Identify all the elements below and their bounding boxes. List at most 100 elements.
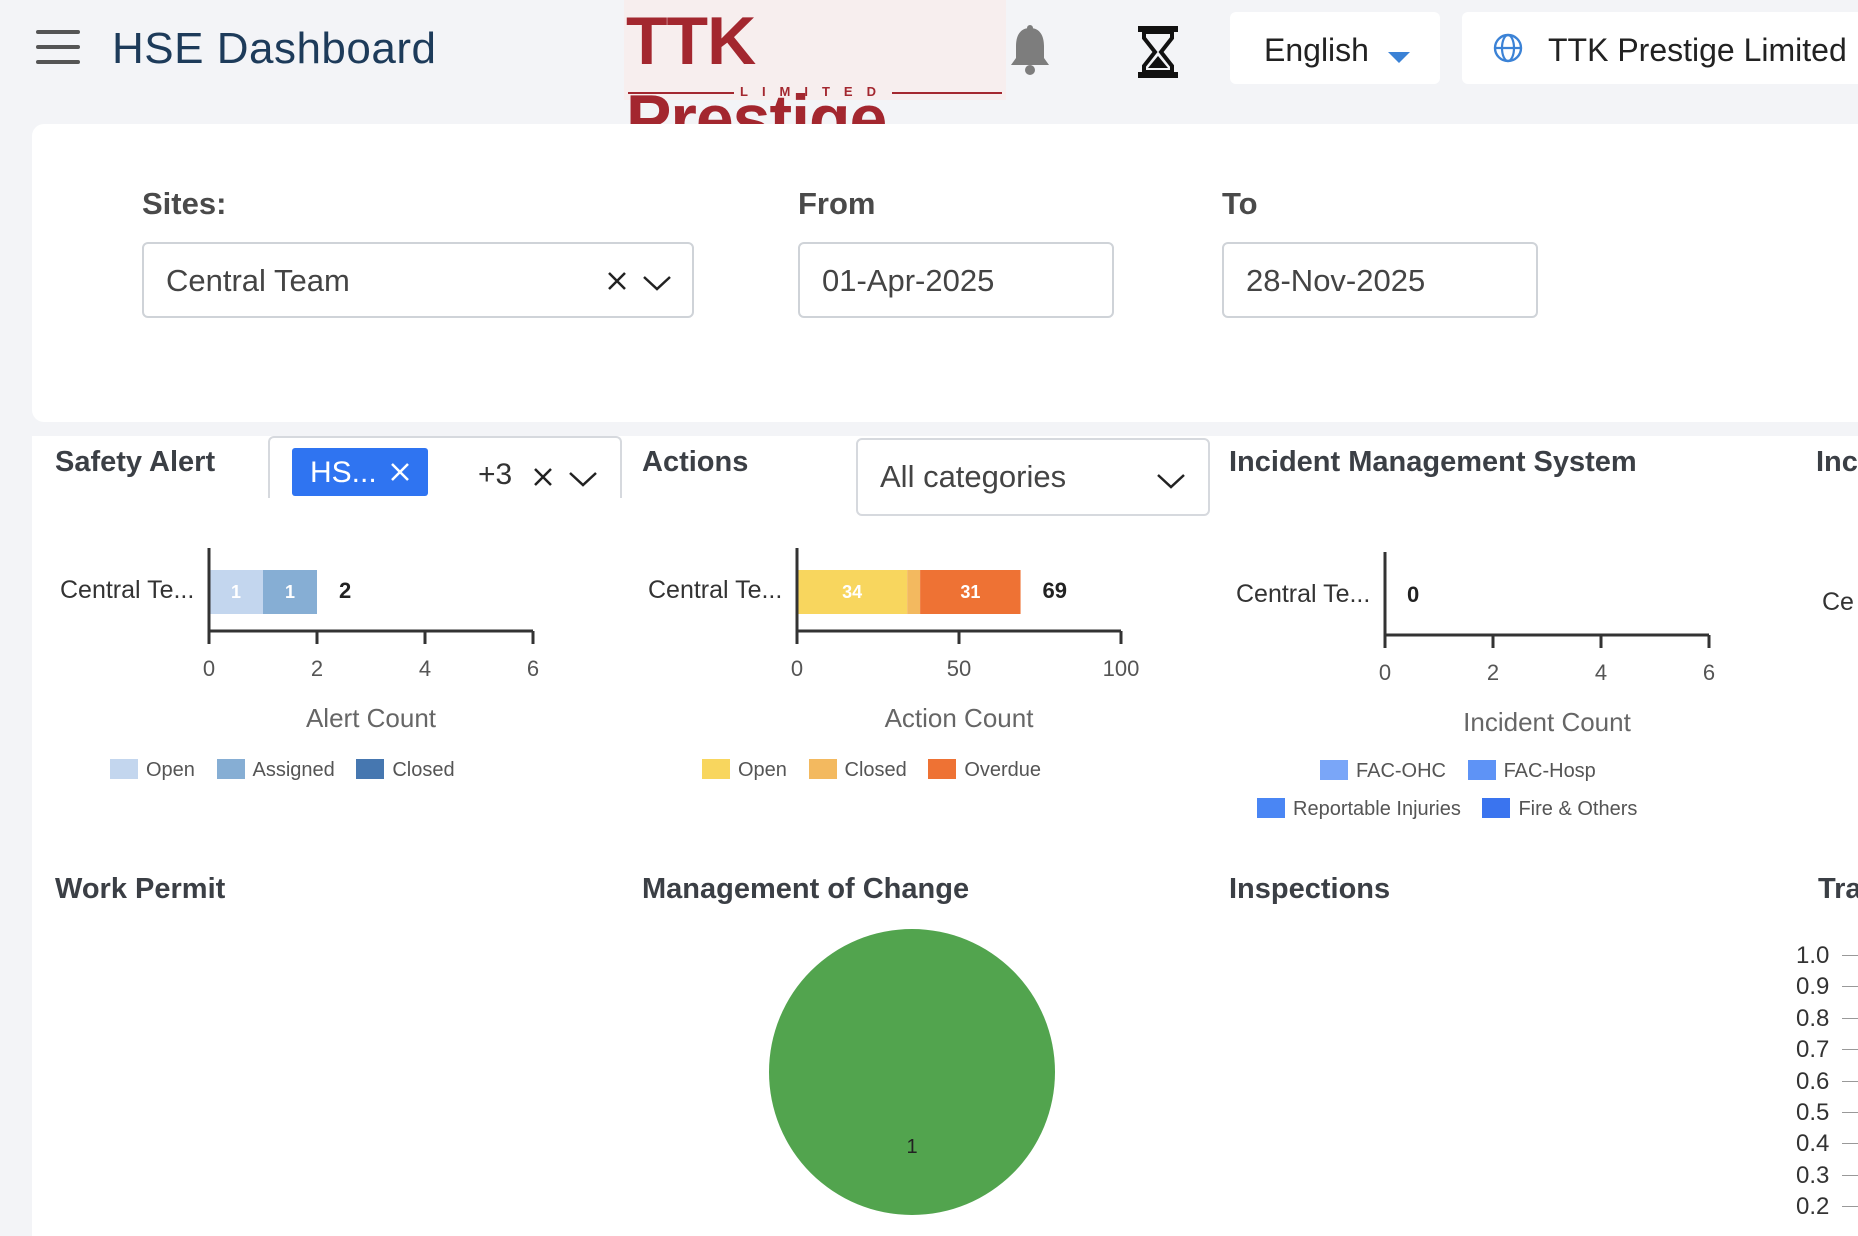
- legend-swatch: [1320, 760, 1348, 780]
- clear-icon[interactable]: [606, 270, 628, 292]
- category-value: All categories: [880, 459, 1067, 494]
- logo-subtext: LIMITED: [740, 84, 890, 99]
- y-tick-label: 1.0: [1796, 940, 1858, 971]
- x-tick-label: 0: [203, 656, 215, 681]
- incident-2-title: Inc: [1816, 446, 1858, 478]
- safety-alert-chart: Central Te... 1 1 2 0 2 4 6 Alert Count: [60, 548, 539, 733]
- legend-swatch: [110, 759, 138, 779]
- chevron-down-icon[interactable]: [568, 470, 598, 488]
- legend-item[interactable]: Open: [702, 759, 787, 782]
- x-tick-label: 6: [1703, 660, 1715, 685]
- sites-label: Sites:: [142, 186, 227, 221]
- chevron-down-icon[interactable]: [1156, 472, 1186, 490]
- training-title: Tra: [1818, 873, 1858, 905]
- x-tick-label: 4: [419, 656, 431, 681]
- x-tick-label: 50: [947, 656, 971, 681]
- legend-item[interactable]: Fire & Others: [1482, 798, 1637, 821]
- y-tick-label: 0.4: [1796, 1128, 1858, 1159]
- legend-label: FAC-Hosp: [1503, 760, 1596, 782]
- bar-value-label: 1: [231, 582, 241, 602]
- incident-legend-row1: FAC-OHC FAC-Hosp: [1320, 760, 1612, 783]
- legend-item[interactable]: Reportable Injuries: [1257, 798, 1461, 821]
- bar-segment: [920, 570, 1021, 614]
- legend-item[interactable]: FAC-OHC: [1320, 760, 1446, 783]
- legend-label: Open: [146, 759, 195, 781]
- legend-swatch: [1257, 798, 1285, 818]
- bars-group: 0: [1407, 582, 1419, 607]
- y-tick-label: 0.9: [1796, 971, 1858, 1002]
- chart-category-label: Central Te...: [648, 576, 782, 604]
- company-logo: TTK Prestige LIMITED: [624, 0, 1006, 157]
- x-tick-label: 6: [527, 656, 539, 681]
- x-tick-label: 2: [311, 656, 323, 681]
- moc-pie-chart: 1: [769, 929, 1055, 1215]
- category-select[interactable]: All categories: [856, 438, 1210, 516]
- logo-line-left: [628, 92, 734, 94]
- legend-item[interactable]: Closed: [356, 759, 455, 782]
- pie-slice: [769, 929, 1055, 1215]
- alert-type-chip[interactable]: HS...: [292, 448, 428, 496]
- bar-segment: [263, 570, 317, 614]
- globe-icon: [1493, 33, 1523, 63]
- legend-label: Closed: [844, 759, 907, 781]
- page-title: HSE Dashboard: [112, 24, 437, 73]
- cut-category-label: Ce: [1822, 588, 1854, 616]
- legend-swatch: [928, 759, 957, 779]
- x-tick-label: 0: [791, 656, 803, 681]
- legend-swatch: [1467, 760, 1496, 780]
- legend-label: Overdue: [964, 759, 1042, 781]
- company-select[interactable]: TTK Prestige Limited: [1462, 12, 1858, 84]
- y-tick-label: 0.5: [1796, 1097, 1858, 1128]
- legend-item[interactable]: Assigned: [216, 759, 335, 782]
- chip-remove-icon[interactable]: [388, 460, 412, 484]
- pie-slice-label: 1: [906, 1136, 917, 1158]
- more-count: +3: [478, 458, 513, 491]
- clear-icon[interactable]: [532, 466, 554, 488]
- legend-swatch: [702, 759, 730, 779]
- legend-swatch: [216, 759, 245, 779]
- to-label: To: [1222, 186, 1258, 221]
- x-ticks: 0 50 100: [791, 631, 1139, 681]
- legend-swatch: [808, 759, 837, 779]
- bars-group: 34 31 69: [797, 570, 1067, 614]
- legend-label: Reportable Injuries: [1293, 798, 1461, 820]
- language-value: English: [1264, 32, 1369, 68]
- chip-label: HS...: [310, 456, 377, 489]
- chart-category-label: Central Te...: [1236, 580, 1370, 608]
- x-ticks: 0 2 4 6: [203, 631, 539, 681]
- logo-line-right: [892, 92, 1002, 94]
- menu-icon[interactable]: [36, 30, 80, 66]
- legend-label: Open: [738, 759, 787, 781]
- legend-label: FAC-OHC: [1356, 760, 1446, 782]
- sites-value: Central Team: [166, 263, 350, 298]
- x-tick-label: 2: [1487, 660, 1499, 685]
- legend-item[interactable]: FAC-Hosp: [1467, 760, 1596, 783]
- y-tick-label: 0.8: [1796, 1003, 1858, 1034]
- x-axis-title: Action Count: [885, 703, 1035, 733]
- from-date-field[interactable]: 01-Apr-2025: [798, 242, 1114, 318]
- actions-legend: Open Closed Overdue: [702, 759, 1057, 782]
- legend-item[interactable]: Open: [110, 759, 195, 782]
- y-tick-label: 0.2: [1796, 1191, 1858, 1222]
- language-select[interactable]: English: [1230, 12, 1440, 84]
- inspections-title: Inspections: [1229, 873, 1391, 905]
- legend-item[interactable]: Closed: [808, 759, 907, 782]
- bar-segment: [209, 570, 263, 614]
- legend-item[interactable]: Overdue: [928, 759, 1041, 782]
- x-tick-label: 100: [1103, 656, 1140, 681]
- bar-segment: [797, 570, 908, 614]
- bar-value-label: 31: [960, 582, 980, 602]
- x-axis-title: Incident Count: [1463, 707, 1631, 737]
- caret-down-icon: [1388, 52, 1410, 63]
- y-tick-label: 0.3: [1796, 1160, 1858, 1191]
- hourglass-icon[interactable]: [1134, 24, 1182, 80]
- bar-value-label: 1: [285, 582, 295, 602]
- bell-icon[interactable]: [1008, 24, 1052, 76]
- to-date-field[interactable]: 28-Nov-2025: [1222, 242, 1538, 318]
- chevron-down-icon[interactable]: [642, 274, 672, 292]
- actions-chart: Central Te... 34 31 69 0 50 100 Action Count: [648, 548, 1139, 733]
- sites-select[interactable]: Central Team: [142, 242, 694, 318]
- legend-label: Closed: [392, 759, 455, 781]
- bar-total-label: 2: [339, 578, 351, 603]
- incident-chart: Central Te... 0 0 2 4 6 Incident Count: [1236, 552, 1715, 737]
